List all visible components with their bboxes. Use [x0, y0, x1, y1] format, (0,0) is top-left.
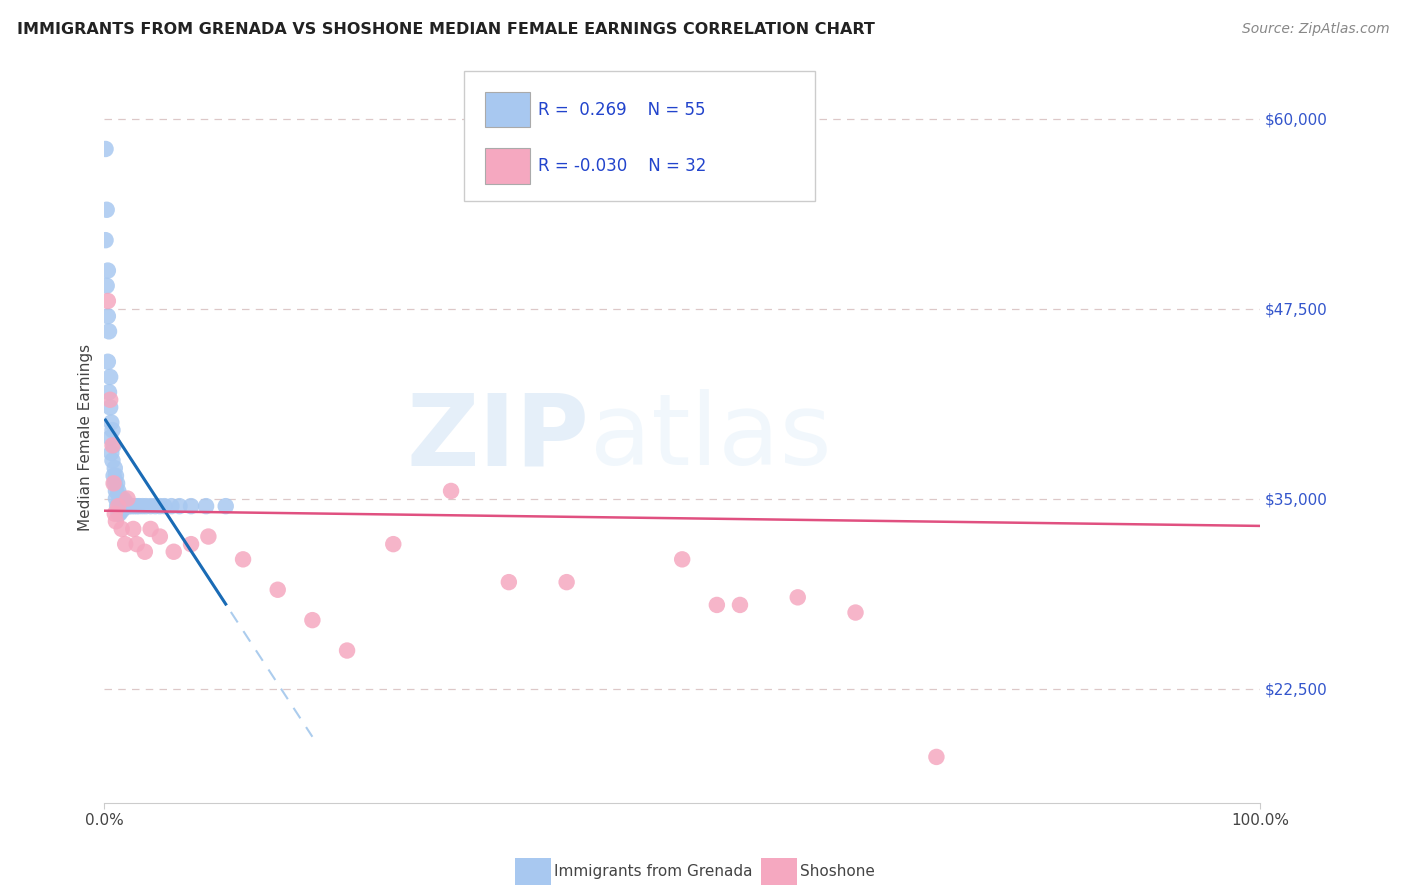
Point — [139, 499, 162, 513]
Text: ZIP: ZIP — [406, 389, 589, 486]
Point — [98, 431, 121, 445]
Point — [153, 499, 176, 513]
Point — [232, 552, 254, 566]
Point — [728, 598, 751, 612]
Text: IMMIGRANTS FROM GRENADA VS SHOSHONE MEDIAN FEMALE EARNINGS CORRELATION CHART: IMMIGRANTS FROM GRENADA VS SHOSHONE MEDI… — [17, 22, 875, 37]
Point — [98, 401, 121, 415]
Point — [149, 499, 172, 513]
Point — [104, 483, 127, 498]
Point — [101, 453, 124, 467]
Point — [103, 438, 125, 452]
Point — [125, 499, 148, 513]
Point — [180, 499, 202, 513]
Point — [301, 613, 323, 627]
Point — [112, 499, 135, 513]
Point — [111, 522, 134, 536]
Point — [98, 392, 121, 407]
Point — [671, 552, 693, 566]
Point — [555, 575, 578, 590]
Point — [98, 324, 121, 338]
Point — [97, 293, 120, 308]
Point — [103, 468, 125, 483]
Point — [786, 591, 808, 605]
Point — [98, 385, 121, 400]
Point — [104, 514, 127, 528]
Point — [105, 476, 128, 491]
Text: atlas: atlas — [589, 389, 831, 486]
Point — [97, 309, 120, 323]
Point — [160, 499, 183, 513]
Point — [114, 494, 136, 508]
Text: R =  0.269    N = 55: R = 0.269 N = 55 — [538, 101, 706, 119]
Point — [98, 370, 121, 384]
Point — [108, 507, 131, 521]
Point — [124, 499, 146, 513]
Point — [114, 537, 136, 551]
Point — [104, 476, 127, 491]
Point — [122, 522, 145, 536]
Point — [195, 499, 218, 513]
Point — [97, 355, 120, 369]
Point — [180, 537, 202, 551]
Point — [94, 233, 117, 247]
Y-axis label: Median Female Earnings: Median Female Earnings — [79, 344, 93, 532]
Point — [104, 468, 127, 483]
Point — [108, 491, 131, 506]
Point — [104, 461, 127, 475]
Point — [121, 499, 143, 513]
Point — [111, 504, 134, 518]
Text: Shoshone: Shoshone — [800, 864, 875, 879]
Point — [125, 537, 148, 551]
Point — [104, 507, 127, 521]
Text: Source: ZipAtlas.com: Source: ZipAtlas.com — [1241, 22, 1389, 37]
Point — [100, 416, 122, 430]
Point — [110, 499, 132, 513]
Point — [117, 491, 139, 506]
Point — [169, 499, 191, 513]
Point — [104, 491, 127, 506]
Point — [94, 142, 117, 156]
Point — [706, 598, 728, 612]
Point — [336, 643, 359, 657]
Point — [143, 499, 166, 513]
Text: R = -0.030    N = 32: R = -0.030 N = 32 — [538, 157, 707, 175]
Point — [440, 483, 463, 498]
Point — [96, 202, 118, 217]
Point — [128, 499, 150, 513]
Point — [107, 507, 129, 521]
Point — [134, 545, 156, 559]
Point — [101, 438, 124, 452]
Point — [498, 575, 520, 590]
Point — [117, 499, 139, 513]
Point — [925, 750, 948, 764]
Point — [107, 483, 129, 498]
Point — [117, 499, 139, 513]
Point — [163, 545, 186, 559]
Point — [100, 446, 122, 460]
Point — [111, 491, 134, 506]
Point — [96, 278, 118, 293]
Point — [107, 499, 129, 513]
Point — [197, 530, 219, 544]
Text: Immigrants from Grenada: Immigrants from Grenada — [554, 864, 752, 879]
Point — [115, 499, 138, 513]
Point — [118, 499, 141, 513]
Point — [110, 491, 132, 506]
Point — [103, 476, 125, 491]
Point — [844, 606, 866, 620]
Point — [131, 499, 153, 513]
Point — [101, 423, 124, 437]
Point — [105, 499, 128, 513]
Point — [135, 499, 157, 513]
Point — [382, 537, 405, 551]
Point — [139, 522, 162, 536]
Point — [111, 494, 134, 508]
Point — [149, 530, 172, 544]
Point — [97, 263, 120, 277]
Point — [215, 499, 238, 513]
Point — [267, 582, 290, 597]
